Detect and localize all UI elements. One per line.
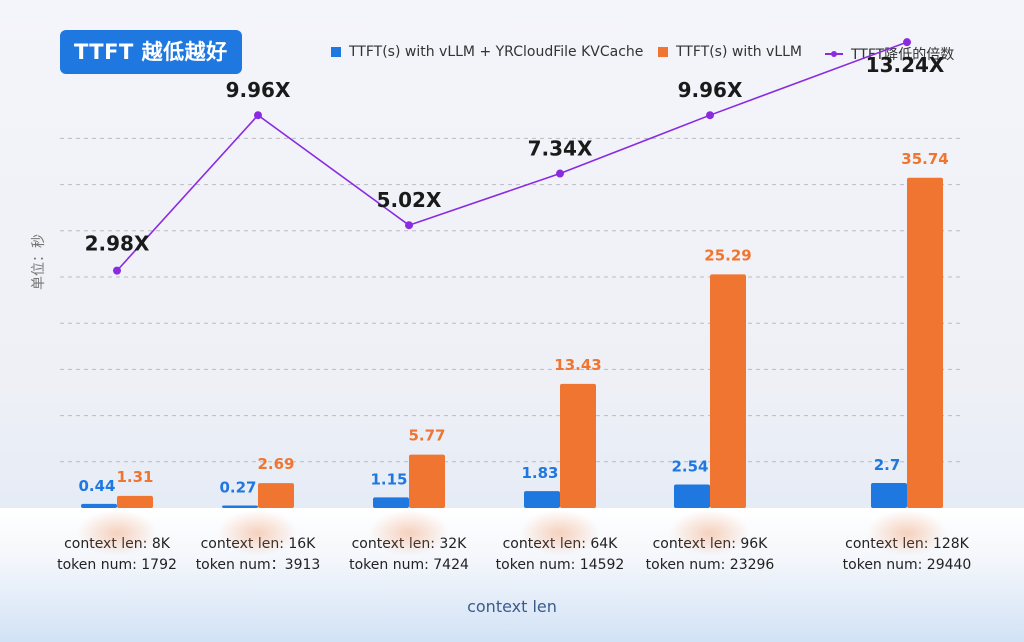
ratio-point: [706, 111, 714, 120]
data-label-vllm: 2.69: [257, 455, 294, 473]
legend-label-ratio: TTFT降低的倍数: [851, 47, 955, 63]
legend-swatch-blue: [331, 47, 341, 57]
category-token-num: token num: 29440: [842, 557, 972, 573]
chart-title-badge: TTFT 越低越好: [60, 30, 242, 74]
ratio-label: 13.24X: [866, 53, 945, 77]
data-label-vllm: 35.74: [901, 150, 948, 168]
category-context-len: context len: 8K: [64, 536, 170, 552]
ratio-point: [113, 266, 121, 275]
ratio-point: [405, 221, 413, 230]
ratio-line: [116, 41, 908, 272]
legend-item-vllm[interactable]: TTFT(s) with vLLM: [658, 44, 802, 60]
data-label-kvcache: 1.15: [370, 470, 407, 488]
ratio-label: 9.96X: [226, 78, 291, 102]
bar-vllm: [710, 274, 746, 508]
data-label-kvcache: 2.54: [671, 458, 708, 476]
category-context-len: context len: 32K: [351, 536, 467, 552]
category-label: context len: 64K token num: 14592: [495, 510, 625, 576]
x-axis-band: [0, 508, 1024, 642]
bar-vllm: [117, 495, 153, 508]
legend-label-vllm: TTFT(s) with vLLM: [676, 44, 802, 60]
category-label: context len: 96K token num: 23296: [645, 510, 775, 576]
ratio-label: 2.98X: [85, 232, 150, 256]
category-label: context len: 16K token num：3913: [195, 510, 321, 576]
category-context-len: context len: 16K: [200, 536, 316, 552]
ratio-label: 9.96X: [678, 78, 743, 102]
data-label-vllm: 13.43: [554, 356, 601, 374]
bar-kvcache: [871, 483, 907, 508]
data-label-vllm: 1.31: [116, 468, 153, 486]
bar-vllm: [907, 177, 943, 509]
category-token-num: token num: 7424: [349, 557, 469, 573]
data-label-kvcache: 1.83: [521, 464, 558, 482]
legend-item-ratio[interactable]: TTFT降低的倍数: [825, 44, 954, 64]
legend-label-kvcache: TTFT(s) with vLLM + YRCloudFile KVCache: [349, 44, 644, 60]
ratio-label: 7.34X: [528, 137, 593, 161]
category-context-len: context len: 64K: [502, 536, 618, 552]
category-label: context len: 128K token num: 29440: [842, 510, 972, 576]
legend-item-kvcache[interactable]: TTFT(s) with vLLM + YRCloudFile KVCache: [331, 44, 643, 60]
bar-kvcache: [222, 505, 258, 508]
category-token-num: token num：3913: [195, 557, 321, 573]
data-label-kvcache: 2.7: [874, 456, 901, 474]
bar-vllm: [409, 454, 445, 508]
category-token-num: token num: 1792: [57, 557, 177, 573]
category-label: context len: 8K token num: 1792: [57, 510, 177, 576]
category-label: context len: 32K token num: 7424: [349, 510, 469, 576]
bar-vllm: [560, 383, 596, 508]
data-label-vllm: 5.77: [408, 427, 445, 445]
category-context-len: context len: 96K: [652, 536, 768, 552]
bar-vllm: [258, 483, 294, 508]
category-context-len: context len: 128K: [845, 536, 969, 552]
category-token-num: token num: 23296: [645, 557, 775, 573]
bar-kvcache: [674, 484, 710, 508]
data-label-kvcache: 0.44: [78, 477, 115, 495]
legend-line-marker-icon: [825, 49, 843, 59]
bar-kvcache: [524, 491, 560, 508]
ratio-point: [556, 169, 564, 178]
ratio-point: [254, 111, 262, 120]
x-axis-title: context len: [467, 597, 557, 616]
ratio-point: [903, 38, 911, 47]
legend-swatch-orange: [658, 47, 668, 57]
category-token-num: token num: 14592: [495, 557, 625, 573]
data-label-vllm: 25.29: [704, 246, 751, 264]
data-label-kvcache: 0.27: [219, 479, 256, 497]
bar-kvcache: [81, 503, 117, 508]
bar-kvcache: [373, 497, 409, 508]
ratio-label: 5.02X: [377, 188, 442, 212]
